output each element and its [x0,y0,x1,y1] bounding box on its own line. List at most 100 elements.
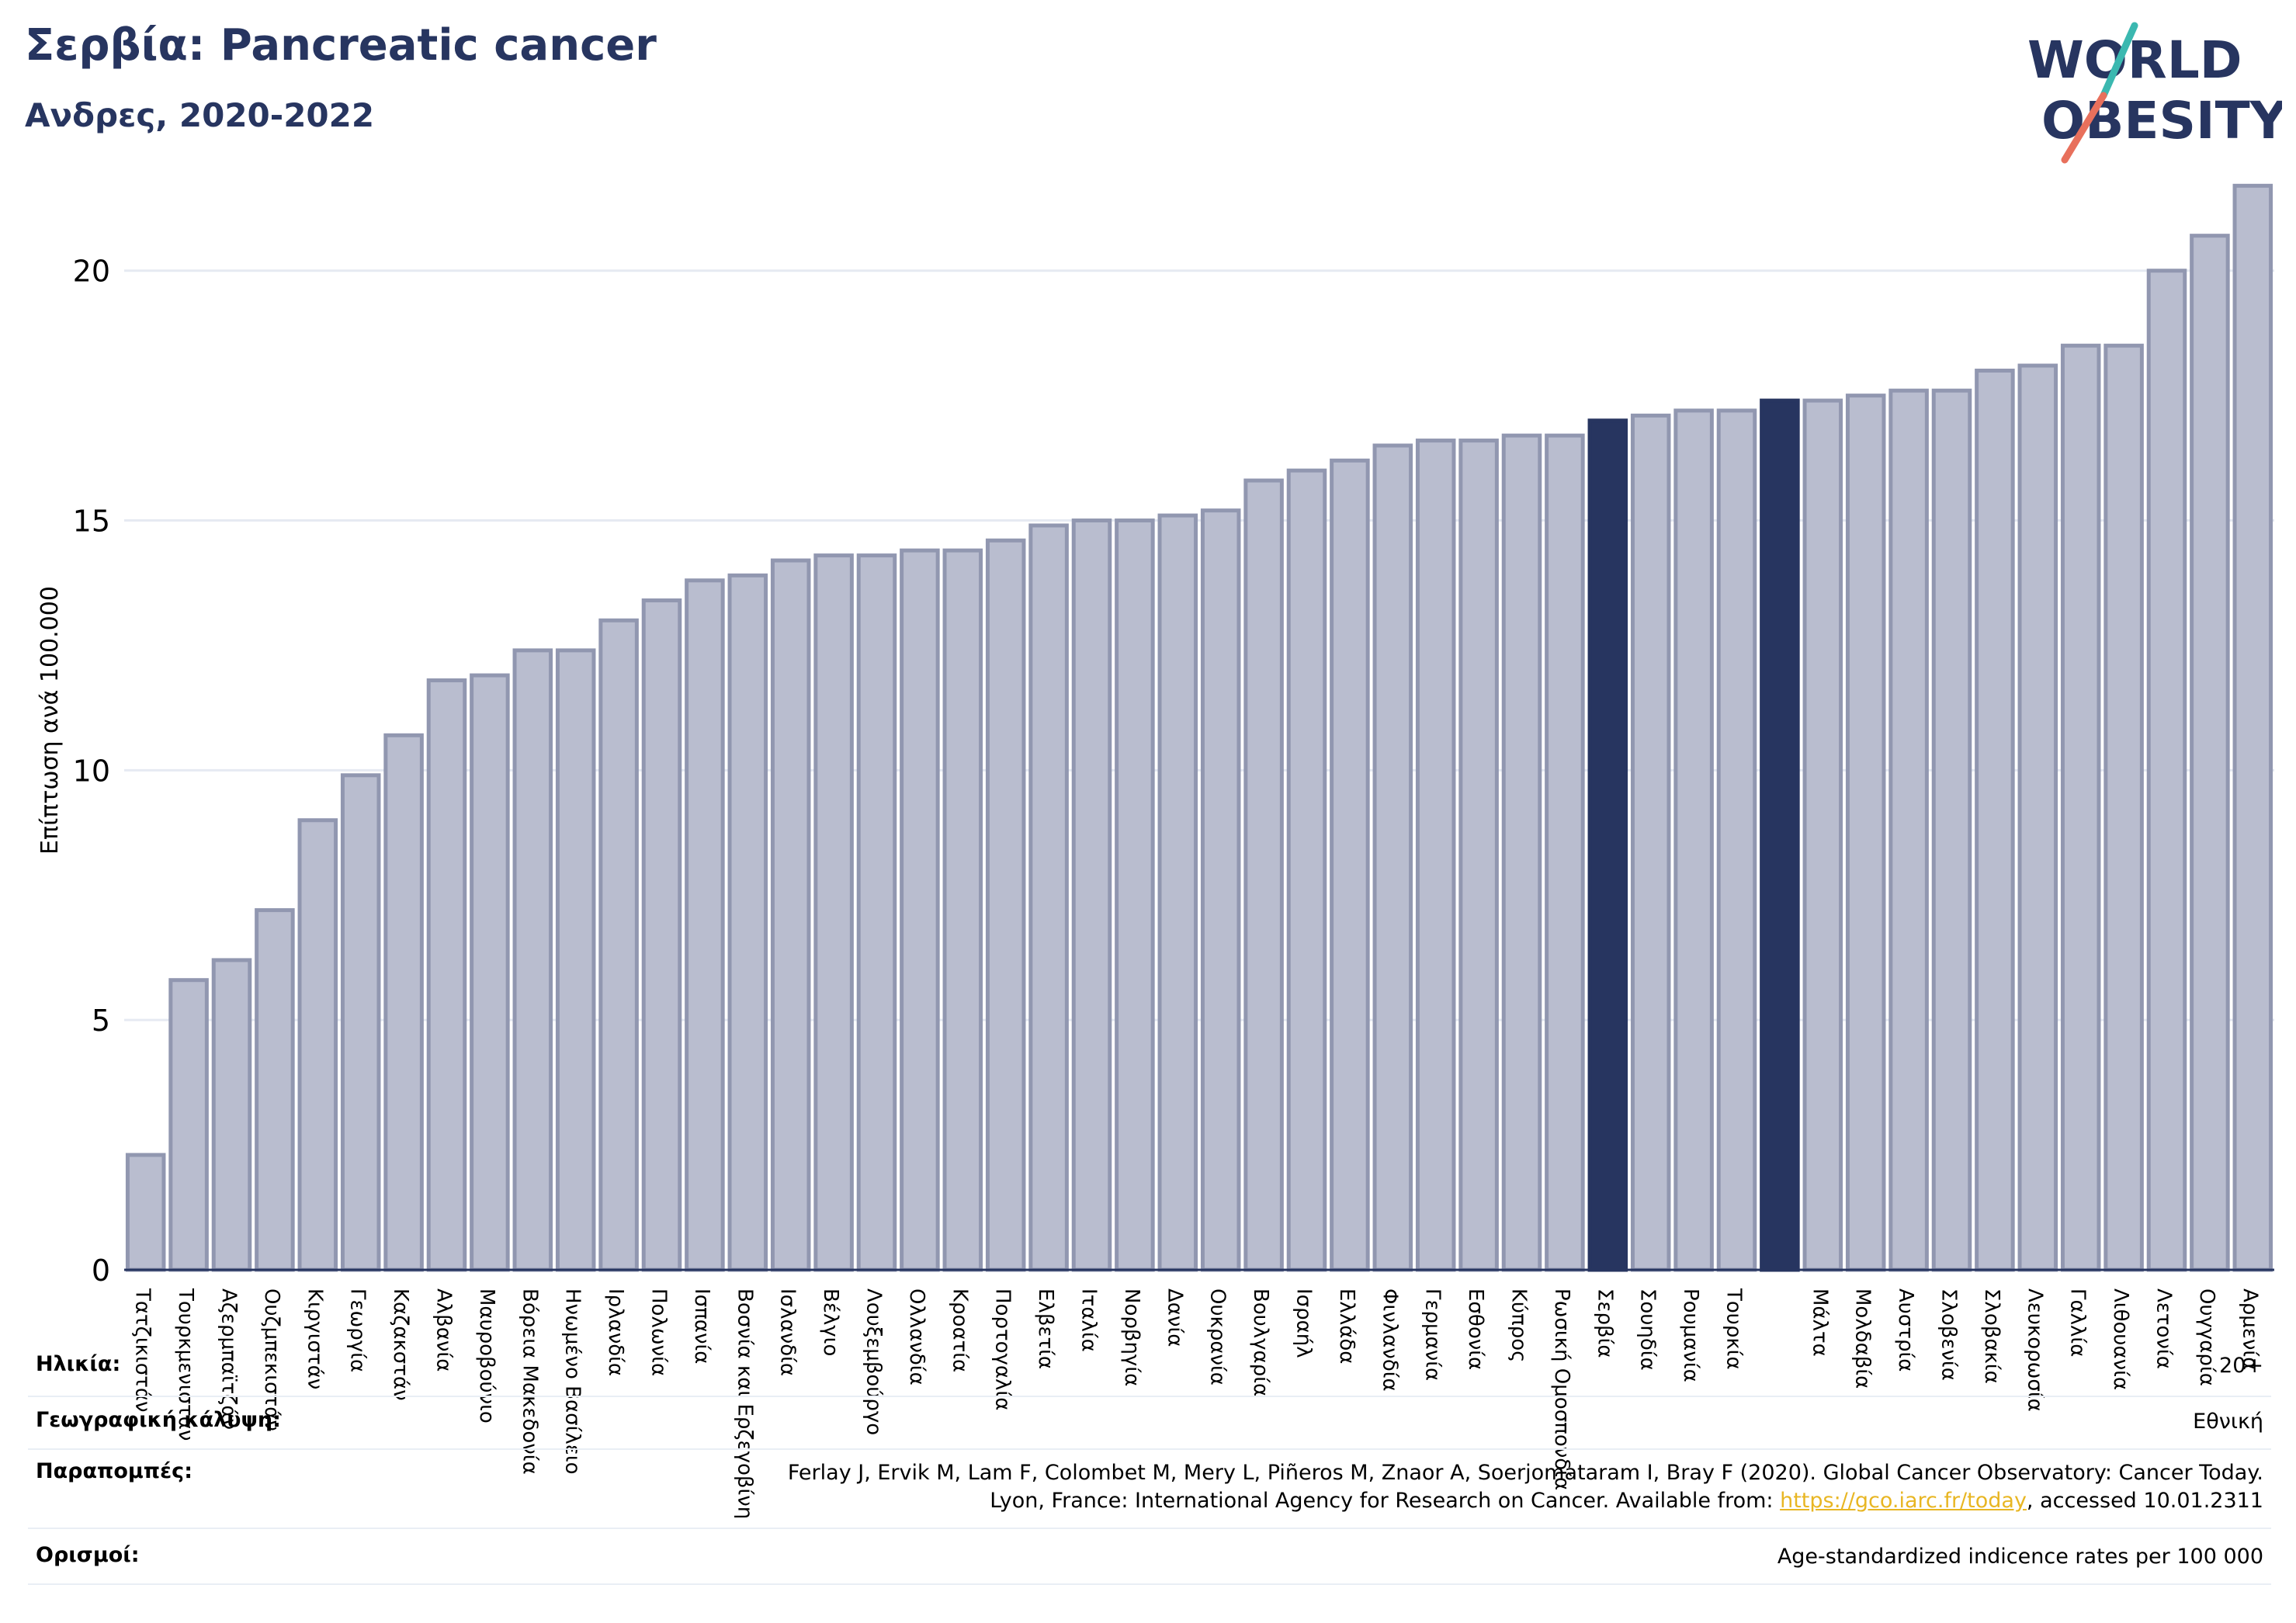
x-tick-label: Σερβία [1593,1288,1616,1358]
bar [685,578,725,1272]
y-tick-label: 0 [92,1254,110,1288]
label-layer: Τατζικιστάν Τουρκμενιστάν Αζερμπαϊτζάν Ουζμ… [131,1288,2262,1519]
bar [1115,518,1155,1272]
bar [383,733,424,1272]
x-tick-label: Τατζικιστάν [131,1288,154,1413]
bar [1673,408,1714,1272]
bar [1286,468,1327,1272]
bar-layer [125,183,2273,1272]
bar [942,548,983,1272]
bar [1975,368,2015,1272]
bar [770,558,811,1272]
x-tick-label: Ιταλία [1077,1288,1101,1352]
bar [985,538,1026,1272]
x-tick-label: Νορβηγία [1120,1288,1143,1386]
bar [2232,183,2273,1272]
bar [598,618,639,1272]
x-tick-label: Λετονία [2152,1288,2176,1369]
x-tick-label: Αλβανία [432,1288,456,1372]
chart-title: Σερβία: Pancreatic cancer [25,20,657,71]
x-tick-label: Βόρεια Μακεδονία [518,1288,541,1475]
x-tick-label: Ουκρανία [1206,1288,1230,1385]
x-tick-label: Ισραήλ [1292,1288,1316,1358]
definitions-value: Age-standardized indicence rates per 100… [1777,1545,2263,1569]
bar [1501,433,1542,1272]
bar [340,773,381,1272]
bar [2146,269,2187,1272]
x-tick-label: Βουλγαρία [1249,1288,1272,1396]
x-tick-label: Ρωσική Ομοσπονδία [1550,1288,1573,1490]
chart-subtitle: Ανδρες, 2020-2022 [25,96,375,134]
bar [1587,418,1628,1272]
age-value: 20+ [2219,1354,2263,1378]
footer-divider [28,1448,2271,1450]
x-tick-label: Ιρλανδία [604,1288,627,1376]
x-tick-label: Δανία [1163,1288,1186,1347]
x-tick-label: Αυστρία [1894,1288,1917,1372]
footer-divider [28,1583,2271,1585]
bar [1028,523,1069,1272]
definitions-label: Ορισμοί: [36,1543,140,1567]
footer-definitions-row: Ορισμοί: Age-standardized indicence rate… [28,1543,2271,1574]
x-tick-label: Σλοβακία [1980,1288,2003,1384]
x-tick-label: Μαυροβούνιο [475,1288,498,1424]
references-line-2-suffix: , accessed 10.01.2311 [2026,1489,2263,1513]
footer-age-row: Ηλικία: 20+ [28,1352,2271,1383]
bar [211,958,252,1272]
bar [2190,234,2230,1272]
references-line-1: Ferlay J, Ervik M, Lam F, Colombet M, Me… [787,1461,2263,1485]
bar [900,548,940,1272]
x-tick-label: Ηνωμένο Βασίλειο [561,1288,584,1475]
bar [1200,508,1241,1272]
x-tick-label: Γερμανία [1421,1288,1445,1381]
references-link[interactable]: https://gco.iarc.fr/today [1780,1489,2027,1513]
references-line-2-prefix: Lyon, France: International Agency for R… [990,1489,1781,1513]
bar [1458,439,1499,1272]
x-tick-label: Λευκορωσία [2023,1288,2046,1412]
x-tick-label: Ελλάδα [1335,1288,1358,1364]
axis-layer: 0 5 10 15 20 Επίπτωση ανά 100.000 [36,255,2274,1288]
y-tick-label: 10 [73,754,110,788]
x-tick-label: Σλοβενία [1937,1288,1961,1381]
x-tick-label: Τουρκμενιστάν [174,1288,197,1441]
x-tick-label: Ουζμπεκιστάν [260,1288,283,1431]
bar [1372,443,1413,1272]
x-tick-label: Αζερμπαϊτζάν [217,1288,241,1430]
x-tick-label: Λουξεμβούργο [862,1288,886,1435]
footer-coverage-row: Γεωγραφική κάλυψη: Εθνική [28,1408,2271,1439]
bar [168,978,209,1272]
bar [2104,343,2144,1272]
bar [1157,513,1198,1272]
x-tick-label: Κιργιστάν [303,1288,326,1389]
world-obesity-logo: WORLD OBESITY [2027,22,2282,164]
coverage-label: Γεωγραφική κάλυψη: [36,1408,281,1432]
bar [1071,518,1112,1272]
bar [1931,388,1972,1272]
age-label: Ηλικία: [36,1352,121,1376]
x-tick-label: Καζακστάν [389,1288,412,1401]
x-tick-label: Λιθουανία [2109,1288,2132,1390]
x-tick-label: Γαλλία [2066,1288,2090,1357]
bar [555,648,596,1272]
y-tick-label: 20 [73,255,110,289]
references-line-2: Lyon, France: International Agency for R… [788,1487,2263,1515]
x-tick-label: Μάλτα [1808,1288,1831,1357]
bar [1415,439,1456,1272]
bar [470,673,510,1272]
bar [426,678,467,1272]
bar [856,553,897,1272]
logo-slash-coral [2061,92,2107,164]
x-tick-label: Ισπανία [690,1288,713,1364]
x-tick-label: Κροατία [948,1288,971,1372]
bar [813,553,854,1272]
x-tick-label: Βέλγιο [819,1288,842,1356]
bar [1545,433,1585,1272]
bar [512,648,553,1272]
x-tick-label: Μολδαβία [1851,1288,1875,1389]
footer-divider [28,1528,2271,1529]
y-tick-label: 5 [92,1004,110,1038]
x-tick-label: Βοσνία και Ερζεγοβίνη [733,1288,756,1519]
bar [2017,363,2058,1272]
y-tick-label: 15 [73,505,110,539]
x-tick-label: Πολωνία [647,1288,671,1376]
